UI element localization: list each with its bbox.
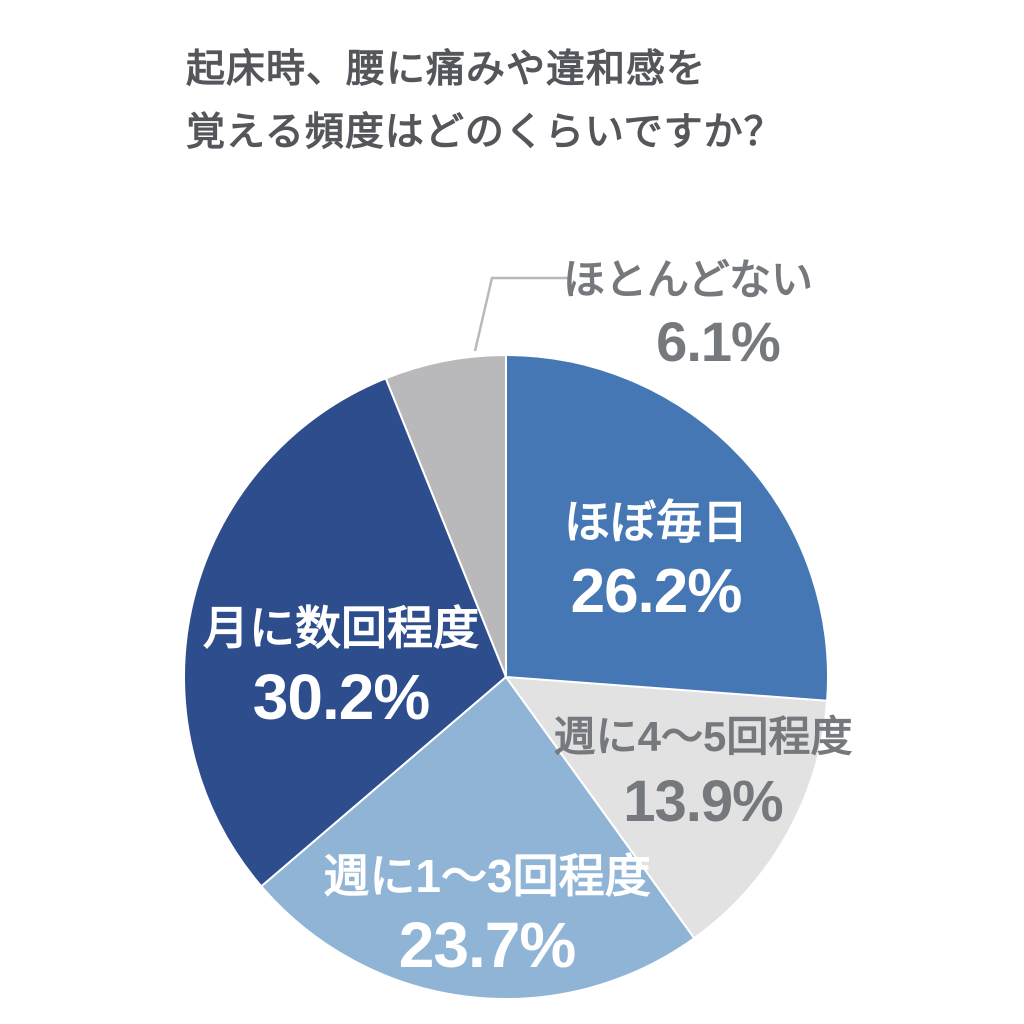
slice-label-hotondo-nai: ほとんどない 6.1% <box>563 246 813 374</box>
pie-slice-4 <box>384 353 507 678</box>
pie-slice-3 <box>183 377 508 888</box>
slice-name: 月に数回程度 <box>203 602 479 654</box>
slice-name: ほとんどない <box>563 256 813 303</box>
slice-value: 6.1% <box>656 310 781 373</box>
pie-slice-1 <box>503 675 829 940</box>
slice-label-tsuki-ni-sukai: 月に数回程度 30.2% <box>203 592 479 734</box>
slice-value: 26.2% <box>570 557 743 626</box>
slice-value: 30.2% <box>252 661 430 733</box>
slice-label-hobo-mainichi: ほぼ毎日 26.2% <box>564 486 748 627</box>
slice-name: 週に4〜5回程度 <box>553 713 853 760</box>
callout-leader-line <box>473 276 571 352</box>
slice-name: 週に1〜3回程度 <box>323 850 651 902</box>
page-title: 起床時、腰に痛みや違和感を 覚える頻度はどのくらいですか？ <box>186 38 784 164</box>
page-title-line1: 起床時、腰に痛みや違和感を <box>186 48 707 91</box>
slice-value: 23.7% <box>398 909 576 981</box>
slice-name: ほぼ毎日 <box>564 496 748 548</box>
slice-label-shu-1-3-kai: 週に1〜3回程度 23.7% <box>323 840 650 982</box>
slice-value: 13.9% <box>623 769 783 834</box>
page-title-line2: 覚える頻度はどのくらいですか？ <box>186 111 784 154</box>
pie-slice-0 <box>505 353 829 702</box>
slice-label-shu-4-5-kai: 週に4〜5回程度 13.9% <box>554 703 853 835</box>
pie-slice-2 <box>259 675 696 1000</box>
